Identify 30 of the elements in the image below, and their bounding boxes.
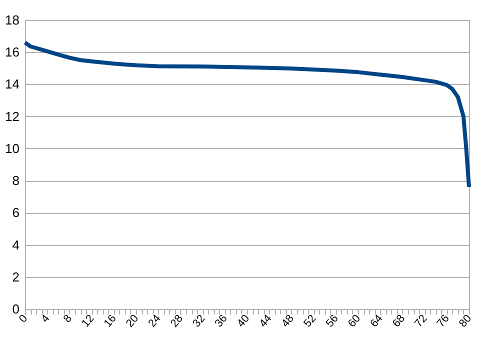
y-tick-label: 14 [5,76,20,92]
x-tick-label: 28 [168,312,186,330]
x-tick-label: 12 [80,312,97,330]
x-tick-label: 4 [39,312,52,326]
x-tick-label: 44 [257,312,274,330]
x-tick-label: 56 [324,312,341,330]
x-tick-label: 24 [146,312,164,330]
y-tick-label: 8 [12,173,20,188]
x-tick-label: 32 [190,312,208,330]
x-tick-label: 76 [434,312,452,330]
x-tick-label: 8 [61,312,74,326]
y-tick-label: 10 [5,140,20,156]
y-tick-label: 6 [12,205,20,220]
x-tick-label: 68 [390,312,408,330]
y-tick-label: 18 [5,12,20,28]
x-tick-label: 72 [412,312,430,330]
x-tick-label: 20 [124,312,142,330]
x-tick-label: 64 [368,312,386,330]
y-tick-label: 12 [5,108,20,124]
y-tick-label: 2 [12,269,20,284]
x-tick-label: 16 [102,312,119,330]
x-tick-label: 60 [346,312,364,330]
x-tick-label: 40 [235,312,252,330]
line-series [23,40,471,189]
x-tick-label: 80 [457,312,474,330]
x-tick-label: 36 [212,312,230,330]
x-tick-label: 52 [302,312,319,330]
y-tick-label: 16 [5,44,20,60]
y-tick-label: 4 [12,237,20,252]
x-tick-label: 48 [279,312,296,330]
